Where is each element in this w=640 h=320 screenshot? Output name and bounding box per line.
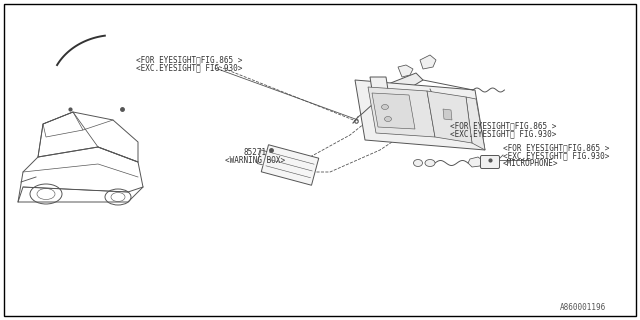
Text: <EXC.EYESIGHT、 FIG.930>: <EXC.EYESIGHT、 FIG.930> <box>136 63 243 72</box>
Text: <WARNING BOX>: <WARNING BOX> <box>225 156 285 165</box>
Polygon shape <box>398 65 413 77</box>
Polygon shape <box>370 77 390 103</box>
Polygon shape <box>427 91 472 143</box>
Polygon shape <box>261 145 319 185</box>
Polygon shape <box>368 87 435 137</box>
Polygon shape <box>373 73 423 100</box>
Polygon shape <box>372 93 415 129</box>
Text: A860001196: A860001196 <box>560 303 606 312</box>
Text: 85271: 85271 <box>243 148 266 157</box>
Polygon shape <box>443 109 452 120</box>
Polygon shape <box>420 55 436 69</box>
Text: <FOR EYESIGHT、FIG.865 >: <FOR EYESIGHT、FIG.865 > <box>136 55 243 64</box>
Text: <MICROPHONE>: <MICROPHONE> <box>503 159 559 168</box>
FancyBboxPatch shape <box>481 156 499 169</box>
Polygon shape <box>466 97 485 150</box>
Text: <FOR EYESIGHT、FIG.865 >: <FOR EYESIGHT、FIG.865 > <box>503 143 609 152</box>
Text: <FOR EYESIGHT、FIG.865 >: <FOR EYESIGHT、FIG.865 > <box>450 121 556 130</box>
Ellipse shape <box>425 159 435 166</box>
Ellipse shape <box>413 159 422 166</box>
Polygon shape <box>257 150 267 165</box>
Text: <EXC.EYESIGHT、 FIG.930>: <EXC.EYESIGHT、 FIG.930> <box>503 151 609 160</box>
Ellipse shape <box>381 105 388 109</box>
Text: <EXC.EYESIGHT、 FIG.930>: <EXC.EYESIGHT、 FIG.930> <box>450 129 556 138</box>
Polygon shape <box>355 80 485 150</box>
Polygon shape <box>468 157 482 167</box>
Ellipse shape <box>385 116 392 122</box>
